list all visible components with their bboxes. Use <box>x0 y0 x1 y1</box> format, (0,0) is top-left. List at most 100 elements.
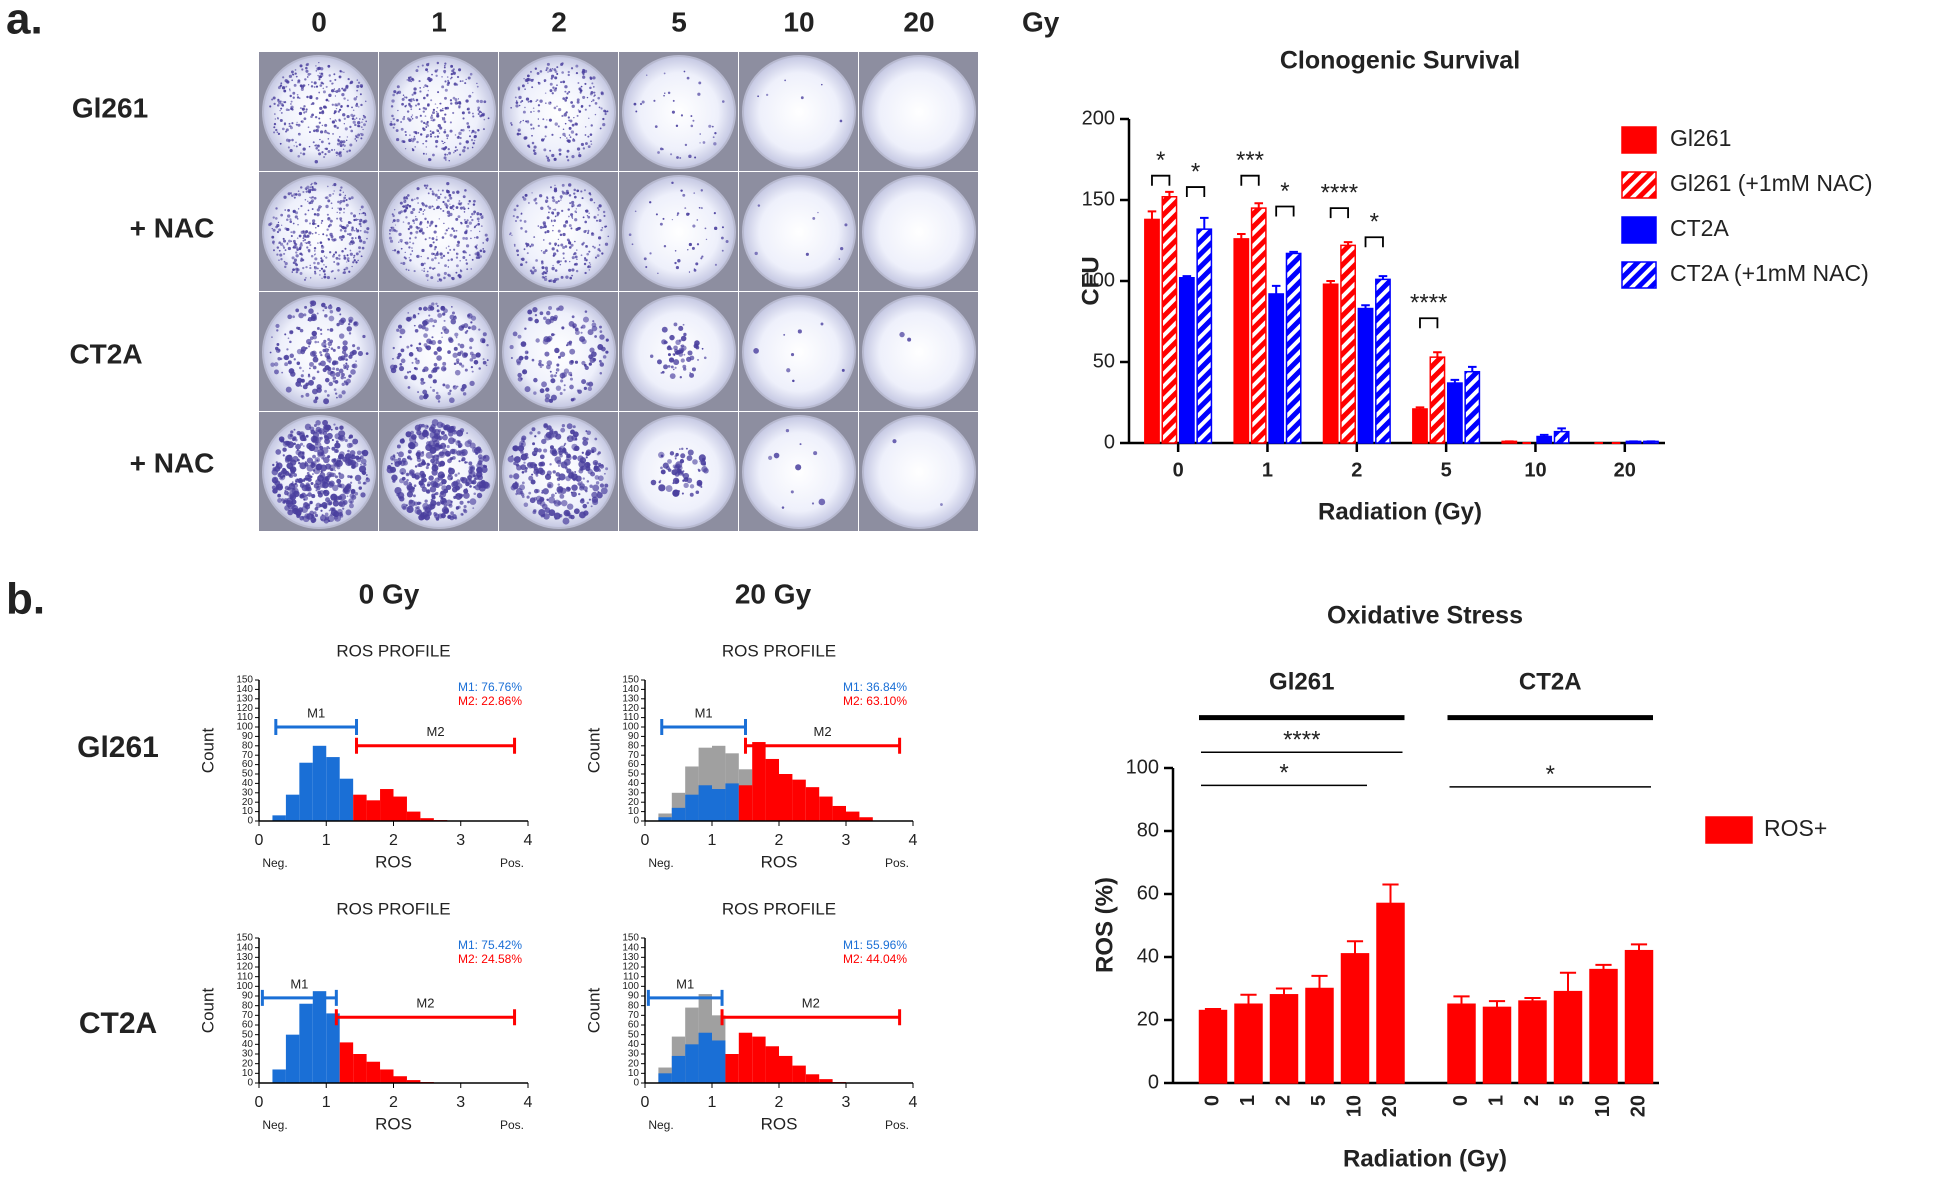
x-tick-label: 0 <box>1201 1095 1223 1106</box>
colony <box>325 256 328 259</box>
colony <box>316 384 322 390</box>
colony <box>539 500 546 507</box>
colony <box>358 235 361 238</box>
colony <box>663 94 665 97</box>
colony <box>358 486 362 490</box>
histogram-bin <box>765 1046 779 1083</box>
colony <box>351 494 357 500</box>
colony <box>424 217 427 221</box>
colony <box>582 440 589 446</box>
colony <box>325 463 332 470</box>
colony <box>416 140 419 144</box>
colony <box>437 195 441 200</box>
colony <box>453 151 455 154</box>
colony <box>800 96 804 100</box>
colony <box>316 144 320 148</box>
colony <box>594 437 598 441</box>
colony <box>537 124 540 127</box>
y-tick-label: 70 <box>628 1010 640 1021</box>
colony <box>330 148 334 152</box>
colony <box>473 204 475 206</box>
colony <box>348 434 354 439</box>
colony <box>482 250 486 253</box>
colony <box>555 385 562 391</box>
colony <box>454 473 458 477</box>
colony <box>784 79 787 82</box>
colony <box>445 484 452 491</box>
colony <box>355 228 358 231</box>
colony <box>410 198 414 202</box>
colony <box>564 245 568 248</box>
colony <box>449 515 455 521</box>
colony <box>463 492 470 499</box>
colony <box>476 481 484 489</box>
colony <box>529 123 533 127</box>
colony <box>597 491 600 494</box>
x-tick-label: 2 <box>1272 1095 1294 1106</box>
colony <box>592 245 594 248</box>
colony <box>596 206 600 210</box>
colony <box>585 430 588 433</box>
colony <box>575 208 577 210</box>
colony <box>601 252 604 255</box>
colony <box>415 69 419 73</box>
colony <box>691 246 695 250</box>
colony <box>337 89 341 93</box>
colony <box>516 361 521 366</box>
histogram-bin <box>859 817 873 821</box>
colony <box>473 213 476 215</box>
colony <box>394 486 402 495</box>
colony <box>568 268 572 272</box>
colony <box>408 269 410 271</box>
colony <box>443 319 446 322</box>
colony <box>307 486 312 492</box>
colony <box>576 389 580 392</box>
colony <box>462 206 465 209</box>
histogram-bin <box>353 794 367 821</box>
colony <box>475 451 479 455</box>
colony <box>486 240 489 242</box>
colony <box>533 453 536 457</box>
colony <box>577 109 580 111</box>
colony <box>281 224 283 226</box>
colony <box>583 386 587 390</box>
colony <box>411 247 413 249</box>
colony <box>462 250 464 253</box>
colony <box>413 135 416 138</box>
colony <box>542 488 549 495</box>
x-tick-label: 2 <box>1351 459 1362 481</box>
x-tick-label: 20 <box>1627 1095 1649 1117</box>
y-tick-label: 80 <box>628 740 640 751</box>
colony <box>568 224 572 227</box>
colony <box>554 492 557 495</box>
colony <box>576 147 581 151</box>
colony <box>548 101 552 105</box>
colony <box>466 329 469 333</box>
y-tick-label: 90 <box>628 991 640 1002</box>
colony <box>322 87 325 90</box>
colonies <box>388 182 489 282</box>
colony <box>317 492 323 498</box>
colony <box>444 450 451 457</box>
colony <box>561 424 566 428</box>
y-tick-label: 130 <box>622 952 639 963</box>
colony <box>357 121 361 125</box>
colony <box>298 234 302 238</box>
colony <box>440 430 445 435</box>
colony <box>753 348 759 354</box>
histogram-bin <box>685 1044 699 1083</box>
y-tick-label: 100 <box>622 722 639 733</box>
colony <box>543 239 545 241</box>
colony <box>574 122 578 126</box>
colony <box>391 99 395 103</box>
colony <box>805 252 809 256</box>
colony <box>420 262 425 267</box>
colony <box>531 86 534 89</box>
colony <box>433 230 437 234</box>
colony <box>422 389 428 395</box>
colony <box>283 195 287 199</box>
colony <box>444 80 447 83</box>
colony <box>645 74 648 76</box>
colony <box>442 361 447 366</box>
